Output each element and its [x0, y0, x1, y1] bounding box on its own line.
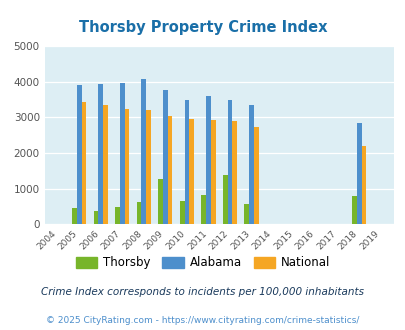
Bar	[141, 79, 146, 224]
Bar	[124, 109, 129, 224]
Bar	[184, 100, 189, 224]
Bar	[227, 100, 232, 224]
Bar	[361, 146, 366, 224]
Bar	[189, 119, 194, 224]
Bar	[94, 211, 98, 224]
Text: © 2025 CityRating.com - https://www.cityrating.com/crime-statistics/: © 2025 CityRating.com - https://www.city…	[46, 315, 359, 325]
Bar	[356, 123, 361, 224]
Bar	[201, 195, 206, 224]
Text: Crime Index corresponds to incidents per 100,000 inhabitants: Crime Index corresponds to incidents per…	[41, 287, 364, 297]
Bar	[244, 204, 249, 224]
Bar	[206, 96, 210, 224]
Text: Thorsby Property Crime Index: Thorsby Property Crime Index	[79, 20, 326, 35]
Bar	[115, 207, 119, 224]
Bar	[146, 110, 151, 224]
Legend: Thorsby, Alabama, National: Thorsby, Alabama, National	[71, 252, 334, 274]
Bar	[98, 84, 103, 224]
Bar	[72, 208, 77, 224]
Bar	[167, 116, 172, 224]
Bar	[253, 127, 258, 224]
Bar	[103, 105, 108, 224]
Bar	[158, 179, 162, 224]
Bar	[179, 201, 184, 224]
Bar	[81, 102, 86, 224]
Bar	[352, 196, 356, 224]
Bar	[222, 175, 227, 224]
Bar	[232, 121, 237, 224]
Bar	[136, 202, 141, 224]
Bar	[162, 90, 167, 224]
Bar	[249, 105, 253, 224]
Bar	[119, 83, 124, 224]
Bar	[77, 85, 81, 224]
Bar	[210, 119, 215, 224]
